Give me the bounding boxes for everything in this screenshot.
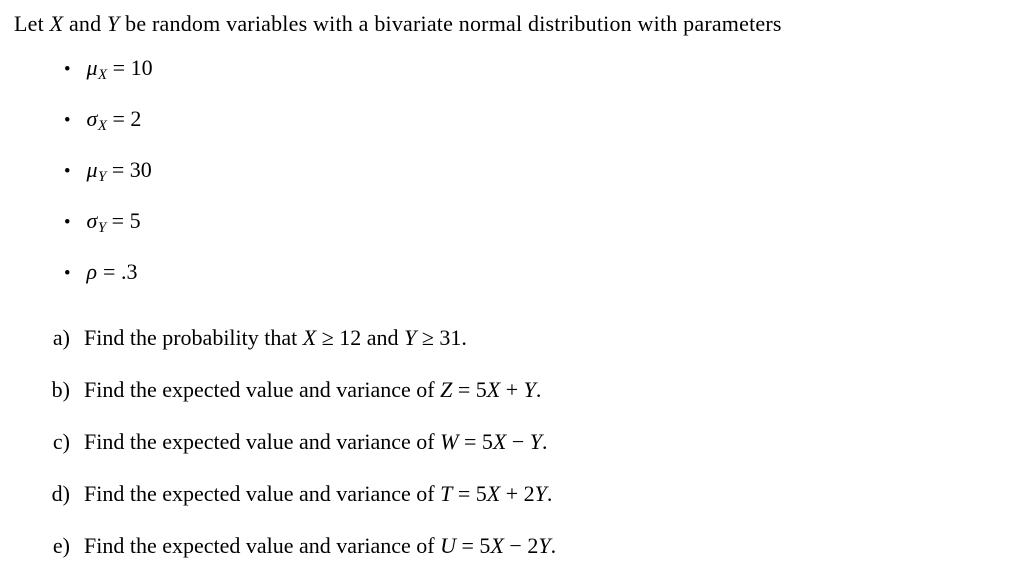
list-item-mu-x: • μX = 10 [64,54,153,83]
question-a: a) Find the probability that X ≥ 12 and … [36,324,556,351]
bullet-icon: • [64,212,71,233]
intro-text-3: be random variables with a bivariate nor… [119,11,782,36]
parameter-list: • μX = 10 • σX = 2 • μY = 30 • σY = 5 • … [64,54,153,309]
bullet-icon: • [64,263,71,284]
question-b-text: Find the expected value and variance of … [84,377,542,402]
parameter-mu-x: μX = 10 [86,55,153,84]
parameter-rho: ρ = .3 [86,259,138,284]
question-b: b) Find the expected value and variance … [36,376,556,403]
question-a-label: a) [52,325,70,350]
parameter-sigma-y: σY = 5 [86,208,141,237]
parameter-sigma-x: σX = 2 [86,106,142,135]
bullet-icon: • [64,161,71,182]
question-b-label: b) [51,377,70,402]
question-a-text: Find the probability that X ≥ 12 and Y ≥… [84,325,467,350]
intro-text-2: and [63,11,108,36]
list-item-rho: • ρ = .3 [64,258,153,285]
question-e-label: e) [52,533,70,558]
list-item-mu-y: • μY = 30 [64,156,153,185]
problem-statement: Let X and Y be random variables with a b… [14,10,1014,37]
question-d-label: d) [51,481,70,506]
bullet-icon: • [64,59,71,80]
list-item-sigma-y: • σY = 5 [64,207,153,236]
question-d-text: Find the expected value and variance of … [84,481,553,506]
variable-y: Y [107,11,120,36]
question-e-text: Find the expected value and variance of … [84,533,557,558]
question-c-label: c) [52,429,70,454]
question-e: e) Find the expected value and variance … [36,532,556,559]
question-c-text: Find the expected value and variance of … [84,429,548,454]
bullet-icon: • [64,110,71,131]
question-list: a) Find the probability that X ≥ 12 and … [36,324,556,569]
intro-text-1: Let [14,11,50,36]
question-c: c) Find the expected value and variance … [36,428,556,455]
parameter-mu-y: μY = 30 [86,157,152,186]
variable-x: X [49,11,64,36]
question-d: d) Find the expected value and variance … [36,480,556,507]
list-item-sigma-x: • σX = 2 [64,105,153,134]
